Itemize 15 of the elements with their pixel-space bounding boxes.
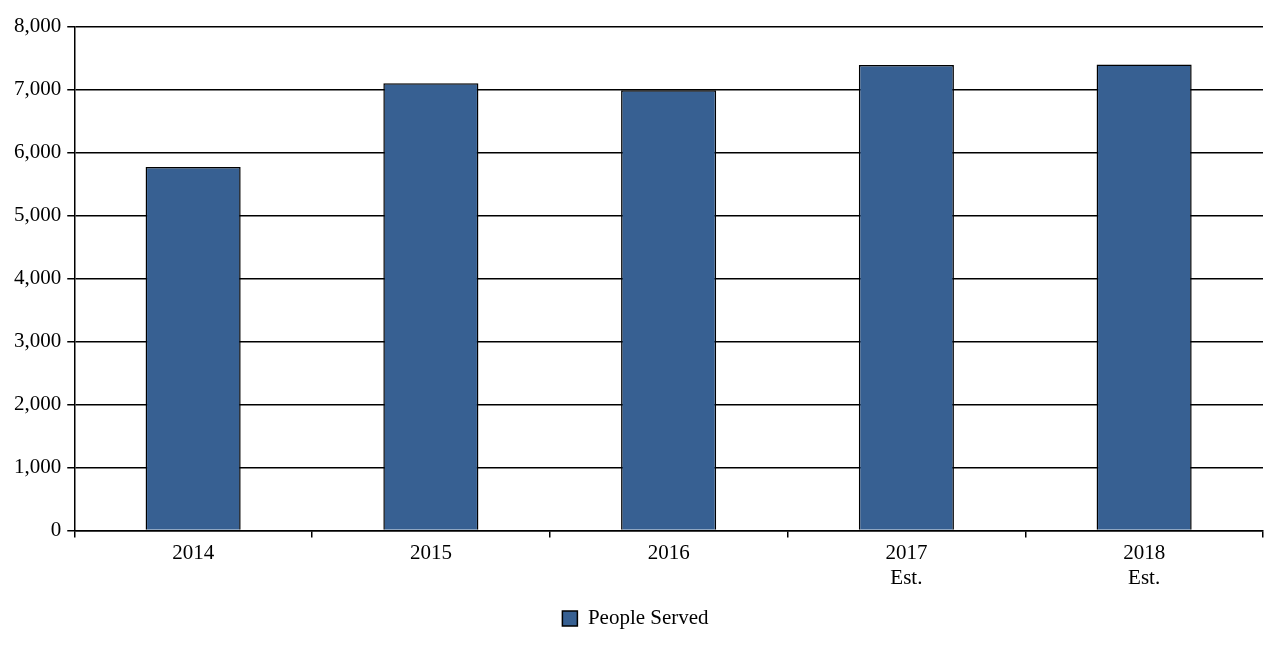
- x-tick-label: 2018 Est.: [1123, 539, 1166, 589]
- x-tick-label: 2017 Est.: [885, 539, 928, 589]
- y-tick-label: 1,000: [14, 454, 62, 479]
- y-tick-label: 2,000: [14, 391, 62, 416]
- x-tick-label: 2015: [409, 539, 452, 564]
- y-tick-label: 8,000: [14, 13, 62, 38]
- y-tick-label: 3,000: [14, 328, 62, 353]
- x-tick-label: 2016: [647, 539, 690, 564]
- y-tick-label: 6,000: [14, 139, 62, 164]
- y-tick-label: 7,000: [14, 76, 62, 101]
- y-tick-label: 0: [50, 517, 62, 542]
- legend-label: People Served: [587, 605, 710, 630]
- x-tick-label: 2014: [172, 539, 215, 564]
- y-tick-label: 4,000: [14, 265, 62, 290]
- y-tick-label: 5,000: [14, 202, 62, 227]
